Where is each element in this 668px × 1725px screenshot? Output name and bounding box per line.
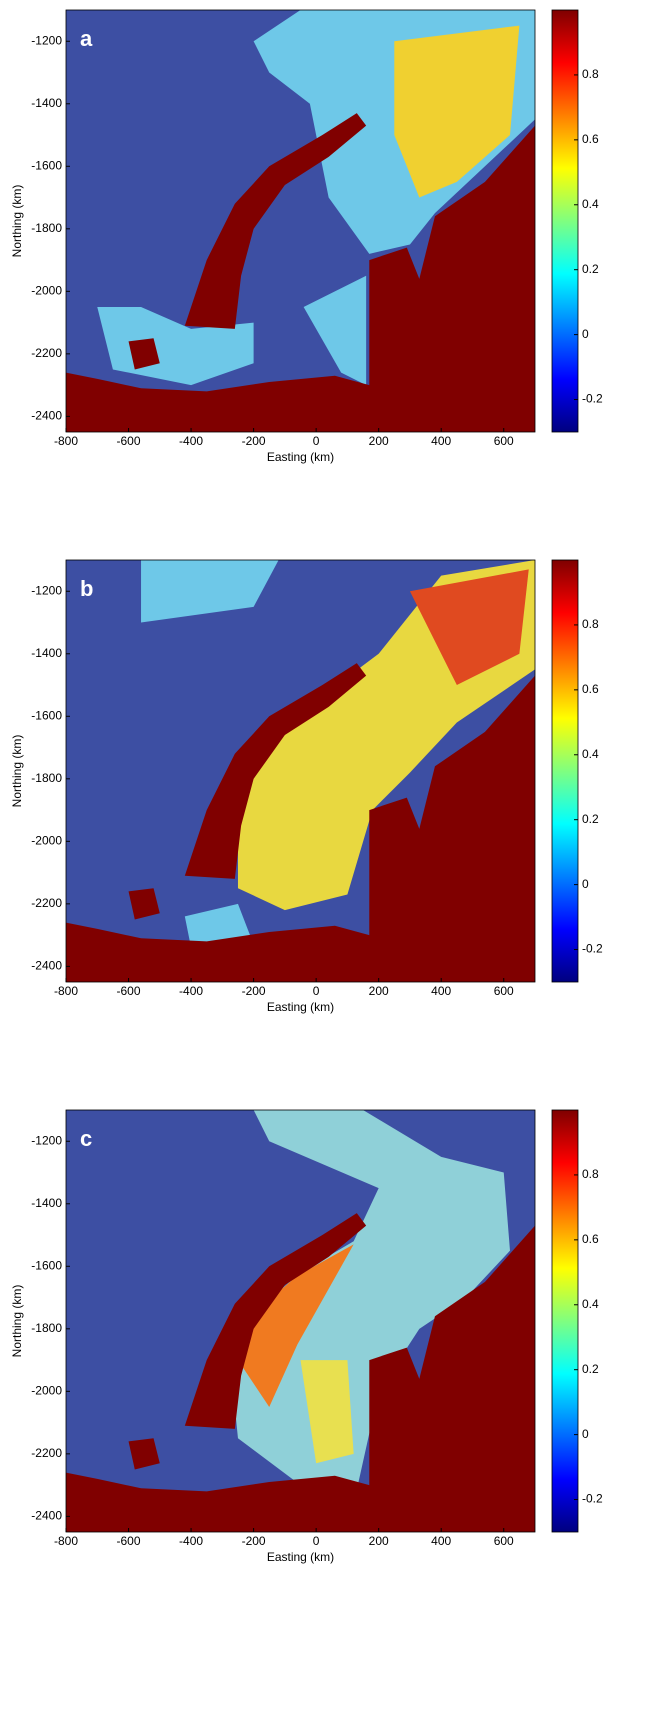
figure: a-800-600-400-2000200400600-2400-2200-20… [0,0,668,1725]
x-axis-label: Easting (km) [267,1000,334,1014]
x-tick-label: -400 [179,434,203,448]
x-axis-label: Easting (km) [267,450,334,464]
y-tick-label: -1400 [31,96,62,110]
y-tick-label: -1600 [31,1258,62,1272]
x-tick-label: 600 [494,1534,514,1548]
panel-letter: c [80,1126,92,1151]
x-tick-label: 0 [313,984,320,998]
x-tick-label: -800 [54,1534,78,1548]
colorbar-tick-label: 0.6 [582,132,599,146]
y-tick-label: -2400 [31,959,62,973]
y-tick-label: -1800 [31,771,62,785]
y-tick-label: -1200 [31,33,62,47]
x-tick-label: -800 [54,984,78,998]
colorbar-tick-label: 0 [582,877,589,891]
x-tick-label: 200 [369,1534,389,1548]
colorbar-tick-label: 0.6 [582,682,599,696]
colorbar-tick-label: 0.6 [582,1232,599,1246]
x-tick-label: 200 [369,434,389,448]
colorbar-tick-label: -0.2 [582,942,603,956]
y-tick-label: -2000 [31,284,62,298]
map [66,560,535,982]
panel-letter: a [80,26,93,51]
x-tick-label: -200 [242,434,266,448]
y-tick-label: -1400 [31,646,62,660]
x-tick-label: -400 [179,1534,203,1548]
x-tick-label: -600 [117,1534,141,1548]
colorbar-tick-label: 0.4 [582,747,599,761]
x-axis-label: Easting (km) [267,1550,334,1564]
colorbar [552,560,578,982]
colorbar [552,1110,578,1532]
colorbar-tick-label: -0.2 [582,392,603,406]
panel-letter: b [80,576,93,601]
x-tick-label: -200 [242,1534,266,1548]
colorbar-tick-label: 0 [582,327,589,341]
colorbar-tick-label: 0.8 [582,617,599,631]
x-tick-label: -400 [179,984,203,998]
y-tick-label: -1600 [31,158,62,172]
x-tick-label: -800 [54,434,78,448]
colorbar-tick-label: 0.4 [582,197,599,211]
colorbar-tick-label: -0.2 [582,1492,603,1506]
colorbar-tick-label: 0.4 [582,1297,599,1311]
x-tick-label: 600 [494,984,514,998]
y-tick-label: -1200 [31,1133,62,1147]
y-tick-label: -2200 [31,896,62,910]
x-tick-label: 600 [494,434,514,448]
colorbar-tick-label: 0 [582,1427,589,1441]
x-tick-label: 0 [313,1534,320,1548]
y-tick-label: -1800 [31,221,62,235]
colorbar-tick-label: 0.2 [582,262,599,276]
y-tick-label: -2400 [31,409,62,423]
y-tick-label: -1600 [31,708,62,722]
colorbar [552,10,578,432]
x-tick-label: -600 [117,984,141,998]
y-tick-label: -2200 [31,1446,62,1460]
colorbar-tick-label: 0.2 [582,1362,599,1376]
y-tick-label: -1800 [31,1321,62,1335]
y-axis-label: Northing (km) [10,1285,24,1358]
colorbar-tick-label: 0.8 [582,67,599,81]
y-tick-label: -2400 [31,1509,62,1523]
x-tick-label: 400 [431,1534,451,1548]
y-tick-label: -1400 [31,1196,62,1210]
y-axis-label: Northing (km) [10,185,24,258]
y-tick-label: -1200 [31,583,62,597]
x-tick-label: 200 [369,984,389,998]
y-tick-label: -2000 [31,834,62,848]
y-axis-label: Northing (km) [10,735,24,808]
x-tick-label: -600 [117,434,141,448]
map [66,10,535,432]
x-tick-label: 0 [313,434,320,448]
x-tick-label: 400 [431,984,451,998]
colorbar-tick-label: 0.2 [582,812,599,826]
y-tick-label: -2200 [31,346,62,360]
x-tick-label: 400 [431,434,451,448]
panel: b-800-600-400-2000200400600-2400-2200-20… [10,560,603,1014]
x-tick-label: -200 [242,984,266,998]
colorbar-tick-label: 0.8 [582,1167,599,1181]
y-tick-label: -2000 [31,1384,62,1398]
map [66,1110,535,1532]
